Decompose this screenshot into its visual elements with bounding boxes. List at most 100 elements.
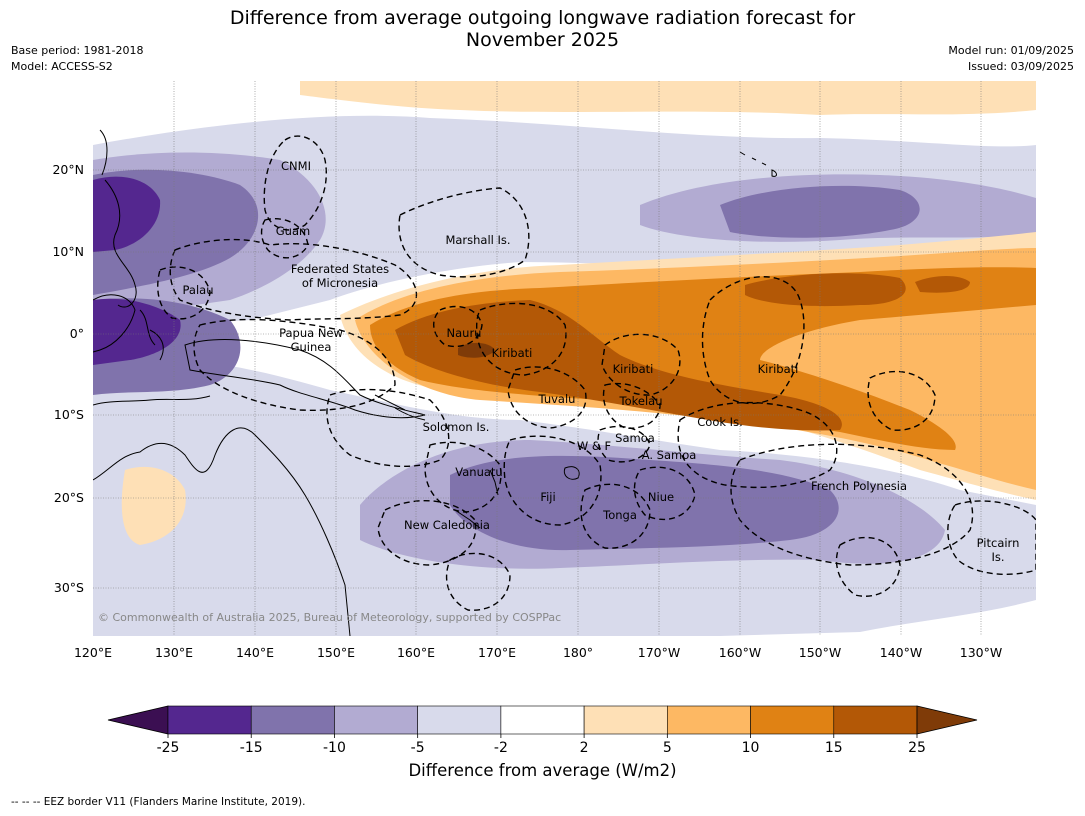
eez-new-caledonia [377,500,477,566]
colorbar-tick-label: 5 [663,740,672,756]
place-label-pitcairn-is-: Pitcairn Is. [977,536,1020,564]
colorbar-segment [334,705,418,735]
eez-fiji [503,435,602,526]
colorbar-segment [167,705,252,735]
colorbar-tick-label: 25 [908,740,926,756]
eez-samoa [597,425,651,463]
longitude-tick-label: 130°W [960,645,1002,660]
eez-cook [677,401,838,489]
latitude-tick-label: 20°S [54,490,84,505]
place-label-french-polynesia: French Polynesia [811,479,907,493]
eez-austral [835,536,901,597]
latitude-tick-labels: 20°N 10°N 0° 10°S 20°S 30°S [52,162,84,595]
title-line-2: November 2025 [465,29,620,51]
anomaly-extreme-orange [458,342,495,358]
longitude-tick-label: 150°E [317,645,355,660]
place-label-vanuatu: Vanuatu [455,465,502,479]
new-caledonia-coastline [454,509,481,529]
colorbar-segment [417,705,502,735]
colorbar-segment [833,705,918,735]
fiji-coastline [563,466,580,480]
place-label-cnmi: CNMI [281,159,311,173]
colorbar-extend-low [107,705,169,735]
anomaly-dark-purple-south [450,455,839,551]
hawaii-coastline [739,151,777,177]
place-label-tokelau: Tokelau [619,394,663,408]
place-label-kiribati-central: Kiribati [613,362,654,376]
base-period: Base period: 1981-2018 [11,44,144,57]
colorbar: -25 -15 -10 -5 -2 2 5 10 15 25 [107,705,978,756]
place-label-new-caledonia: New Caledonia [404,518,490,532]
colorbar-segment [583,705,668,735]
solomon-islands-coastline [374,394,426,421]
longitude-tick-labels: 120°E 130°E 140°E 150°E 160°E 170°E 180° 170°W 1… [74,645,1002,660]
place-label-w-f: W & F [577,439,611,453]
place-label-tuvalu: Tuvalu [538,392,576,406]
colorbar-title: Difference from average (W/m2) [408,761,677,780]
eez-niue [633,466,696,521]
place-label-niue: Niue [648,490,674,504]
colorbar-tick-label: -10 [323,740,346,756]
philippines-coastline [99,129,137,308]
colorbar-extend-high [916,705,978,735]
longitude-tick-label: 160°E [397,645,435,660]
eez-micronesia [169,238,417,321]
longitude-tick-label: 140°W [880,645,922,660]
sulawesi-coastline [139,309,164,361]
longitude-tick-label: 120°E [74,645,112,660]
latitude-tick-label: 30°S [54,580,84,595]
model-name: Model: ACCESS-S2 [11,60,113,73]
place-label-cook-is-: Cook Is. [697,415,742,429]
eez-palau [157,266,211,320]
place-label-a-samoa: A. Samoa [642,448,697,462]
title-line-1: Difference from average outgoing longwav… [229,7,856,29]
borneo-coastline [93,294,136,353]
longitude-tick-label: 140°E [236,645,274,660]
eez-tonga [580,483,651,549]
place-label-kiribati-west: Kiribati [492,346,533,360]
eez-solomon [326,388,450,468]
model-run: Model run: 01/09/2025 [948,44,1074,57]
colorbar-tick-label: 2 [580,740,589,756]
colorbar-tick-label: -15 [240,740,263,756]
anomaly-deep-orange-core [395,300,842,431]
latitude-tick-label: 10°N [52,244,84,259]
longitude-tick-label: 130°E [155,645,193,660]
place-label-guam: Guam [276,224,310,238]
eez-vanuatu [424,441,502,513]
eez-footnote: -- -- -- EEZ border V11 (Flanders Marine… [11,796,306,808]
eez-guam [260,218,309,259]
place-label-papua-new-guinea: Papua New Guinea [279,326,343,354]
place-label-kiribati-east: Kiribati [758,362,799,376]
colorbar-tick-label: -2 [494,740,508,756]
place-labels: CNMI Guam Marshall Is. Federated States of M… [183,159,1020,564]
anomaly-light-orange-north [300,81,1036,115]
colorbar-segment [750,705,835,735]
place-label-marshall-is-: Marshall Is. [445,233,510,247]
latitude-tick-label: 10°S [54,407,84,422]
latitude-tick-label: 0° [70,326,84,341]
anomaly-light-purple-north [93,115,1036,330]
eez-png [193,318,396,412]
colorbar-tick-label: 10 [742,740,760,756]
colorbar-tick-label: -25 [157,740,180,756]
anomaly-deep-purple-indonesia [93,298,181,365]
place-label-nauru: Nauru [447,326,482,340]
colorbar-segment [667,705,751,735]
longitude-tick-label: 160°W [719,645,761,660]
place-label-tonga: Tonga [602,508,637,522]
colorbar-segment [250,705,335,735]
issued-date: Issued: 03/09/2025 [967,60,1074,73]
anomaly-light-orange-australia [121,466,186,545]
eez-tokelau [602,382,661,429]
model-run-info: Model run: 01/09/2025 Issued: 03/09/2025 [948,43,1074,75]
eez-french-polynesia [730,443,974,566]
eez-kiribati-central [601,333,681,396]
place-label-samoa: Samoa [615,431,655,445]
eez-pitcairn [947,500,1036,575]
eez-cnmi [263,135,327,231]
map-panel: CNMI Guam Marshall Is. Federated States of M… [93,81,1036,636]
place-label-federated-states-of-micronesia: Federated States of Micronesia [291,262,389,290]
australia-coastline [93,427,351,636]
eez-kiribati-west [475,302,567,376]
